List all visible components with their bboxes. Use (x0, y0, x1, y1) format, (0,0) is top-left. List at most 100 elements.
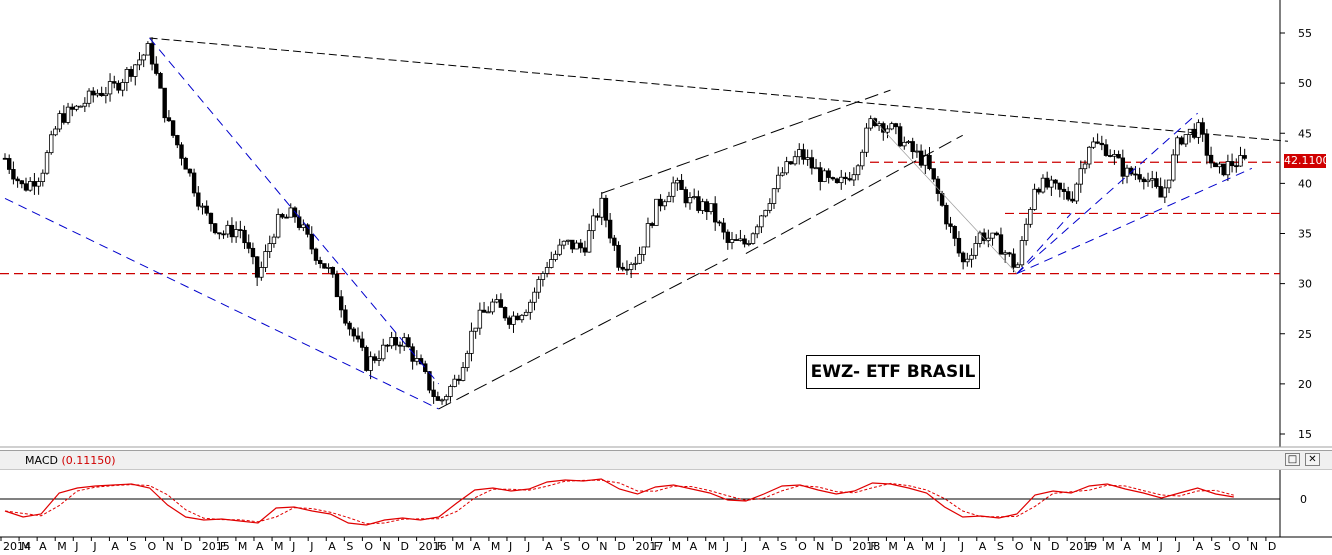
candle-body (1065, 191, 1071, 200)
candle-body (1074, 183, 1079, 202)
candle-body (221, 233, 226, 236)
candle-body (843, 176, 848, 179)
candle-body (1120, 157, 1126, 177)
candle-body (1221, 163, 1226, 176)
candle-body (40, 172, 46, 182)
candle-body (23, 183, 29, 191)
candle-body (624, 268, 630, 271)
x-tick-label: J (725, 540, 729, 553)
macd-signal-line (4, 479, 1234, 525)
close-button[interactable]: ✕ (1305, 453, 1320, 466)
candle-body (1070, 198, 1075, 202)
candle-body (238, 229, 243, 231)
candle-body (1036, 188, 1041, 193)
candle-body (406, 337, 411, 348)
candle-body (351, 328, 356, 337)
candle-body (801, 149, 806, 160)
candle-body (208, 212, 214, 225)
x-tick-label: J (92, 540, 96, 553)
candle-body (1179, 137, 1184, 145)
candle-body (36, 181, 41, 187)
x-tick-label: A (690, 540, 698, 553)
candle-body (86, 90, 92, 104)
candle-body (61, 113, 67, 123)
x-tick-label: M (672, 540, 682, 553)
candle-body (931, 168, 936, 180)
candle-body (1019, 240, 1025, 266)
candle-body (939, 193, 945, 206)
x-tick-label: 2016 (419, 540, 447, 553)
candle-body (654, 198, 659, 226)
candle-body (708, 203, 714, 213)
candle-body (250, 247, 256, 258)
candle-body (700, 201, 705, 211)
candle-body (536, 279, 541, 293)
candle-body (1044, 177, 1050, 188)
candle-body (1023, 223, 1029, 241)
candle-body (1032, 188, 1037, 210)
candle-body (620, 266, 625, 270)
maximize-button[interactable]: □ (1285, 453, 1300, 466)
x-tick-label: M (491, 540, 501, 553)
candle-body (1087, 146, 1092, 165)
y-tick-label: 25 (1298, 328, 1312, 341)
candle-body (759, 215, 764, 228)
candle-body (1049, 179, 1054, 188)
x-tick-label: J (291, 540, 295, 553)
candle-body (528, 301, 533, 313)
candle-body (477, 309, 483, 329)
candle-body (486, 311, 491, 314)
candle-body (691, 196, 697, 199)
candle-body (1183, 134, 1189, 145)
x-tick-label: O (364, 540, 373, 553)
candle-body (586, 230, 592, 253)
candle-body (675, 179, 680, 184)
candle-body (439, 399, 445, 402)
candle-body (1217, 163, 1222, 168)
candle-body (864, 127, 869, 153)
x-tick-label: S (129, 540, 136, 553)
candle-body (523, 311, 529, 316)
candle-body (595, 215, 600, 218)
candle-body (742, 238, 747, 245)
candle-body (670, 182, 676, 197)
candle-body (809, 157, 815, 169)
candle-body (1002, 252, 1008, 255)
x-tick-label: F (870, 540, 876, 553)
candle-body (107, 81, 113, 95)
candle-body (813, 167, 819, 170)
x-tick-label: A (328, 540, 336, 553)
candle-body (1234, 165, 1239, 168)
y-tick-label: 50 (1298, 77, 1312, 90)
x-tick-label: D (1268, 540, 1276, 553)
x-tick-label: 2015 (202, 540, 230, 553)
x-tick-label: J (526, 540, 530, 553)
candle-body (376, 358, 382, 361)
trendline (438, 258, 729, 410)
candle-body (305, 224, 310, 235)
candle-body (914, 150, 920, 153)
candle-body (368, 356, 373, 371)
candle-body (154, 63, 159, 74)
candle-body (343, 309, 348, 324)
candle-body (607, 219, 613, 239)
candle-body (494, 299, 499, 303)
candle-body (687, 197, 693, 204)
x-tick-label: D (834, 540, 842, 553)
candle-body (120, 82, 125, 91)
candle-body (582, 247, 588, 253)
candle-body (544, 267, 550, 274)
x-tick-label: M (1141, 540, 1151, 553)
candle-body (839, 176, 844, 184)
candle-body (696, 196, 701, 211)
candle-body (771, 188, 777, 204)
candle-body (1040, 177, 1046, 193)
candle-body (301, 224, 306, 228)
candle-body (826, 170, 831, 178)
macd-y-tick-label: 0 (1300, 493, 1307, 506)
candle-body (649, 223, 655, 226)
x-tick-label: A (545, 540, 553, 553)
trendline (149, 37, 1289, 142)
candle-body (540, 273, 546, 280)
